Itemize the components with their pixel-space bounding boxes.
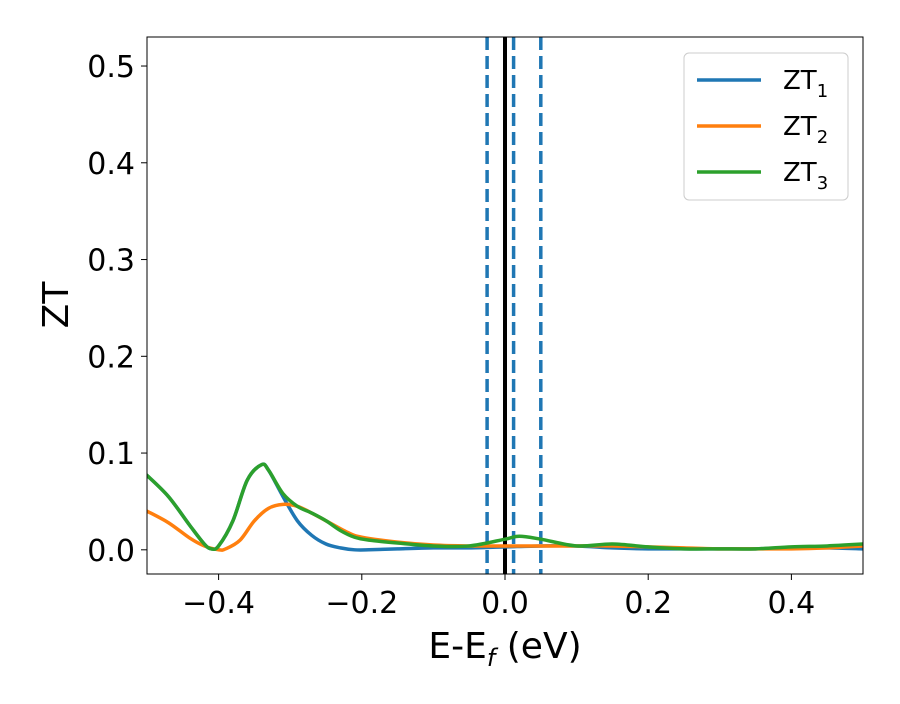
legend: ZT1 ZT2 ZT3 bbox=[683, 52, 849, 201]
legend-label: ZT2 bbox=[783, 112, 828, 148]
legend-frame bbox=[683, 52, 849, 201]
y-tick-label: 0.3 bbox=[87, 244, 135, 279]
x-tick-label: −0.4 bbox=[182, 586, 255, 621]
y-tick-label: 0.4 bbox=[87, 147, 135, 182]
legend-label: ZT3 bbox=[783, 158, 828, 194]
x-axis-label: E-Ef (eV) bbox=[428, 626, 581, 672]
series-lines bbox=[147, 462, 863, 552]
legend-label: ZT1 bbox=[783, 66, 828, 102]
y-tick-label: 0.2 bbox=[87, 340, 135, 375]
y-axis-label: ZT bbox=[36, 281, 77, 329]
x-tick-label: 0.0 bbox=[481, 586, 529, 621]
reference-lines bbox=[485, 37, 543, 574]
y-tick-label: 0.0 bbox=[87, 534, 135, 569]
x-tick-label: −0.2 bbox=[325, 586, 398, 621]
x-tick-label: 0.4 bbox=[768, 586, 816, 621]
y-axis: 0.0 0.1 0.2 0.3 0.4 0.5 bbox=[87, 50, 147, 569]
x-tick-label: 0.2 bbox=[624, 586, 672, 621]
y-tick-label: 0.1 bbox=[87, 437, 135, 472]
y-tick-label: 0.5 bbox=[87, 50, 135, 85]
x-axis: −0.4 −0.2 0.0 0.2 0.4 bbox=[182, 574, 815, 621]
series-line-zt3 bbox=[147, 462, 863, 552]
